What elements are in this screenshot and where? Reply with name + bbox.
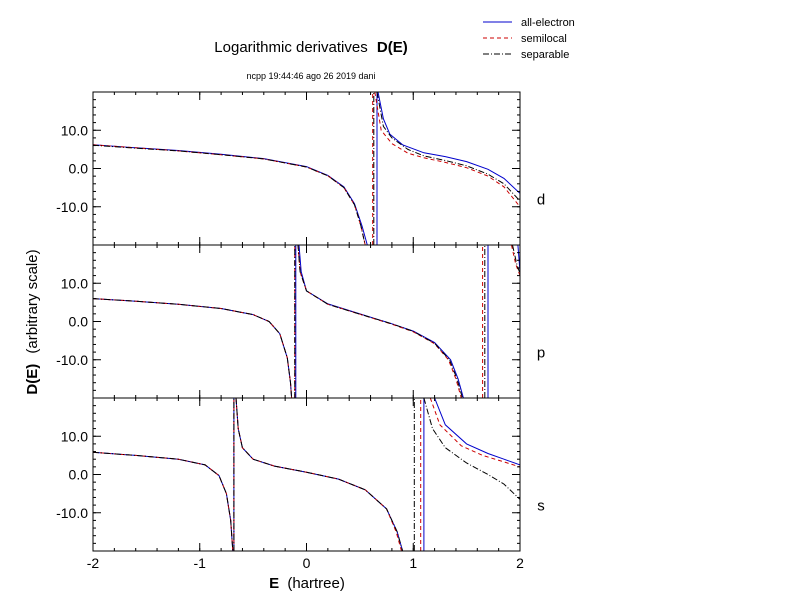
line-p-all-electron-branch-2 [298,245,464,398]
line-d-separable-branch-2 [376,92,520,202]
y-axis-label: D(E) (arbitrary scale) [24,249,41,394]
y-axis-label-bold: D(E) [24,364,41,395]
line-d-semilocal-branch-0 [93,144,366,245]
series-s-semilocal [93,398,520,551]
line-d-semilocal-branch-2 [374,92,520,208]
series-s-all-electron [93,398,520,551]
series-p-separable [93,245,520,398]
line-d-all-electron-branch-0 [93,144,368,245]
line-s-separable-branch-4 [423,398,520,500]
x-tick-label: -2 [87,555,100,571]
series-s-separable [93,398,520,551]
chart-title: Logarithmic derivatives D(E) [214,39,407,56]
legend-label-semilocal: semilocal [521,33,567,45]
x-tick-label: 1 [409,555,417,571]
line-s-semilocal-branch-4 [429,398,520,468]
panel-s-frame [92,397,521,552]
y-tick-label-d: 0.0 [69,161,89,177]
x-tick-label: -1 [194,555,207,571]
y-tick-label-s: 10.0 [61,428,88,444]
panel-label-p: p [537,345,545,362]
y-tick-label-p: -10.0 [56,352,88,368]
panel-label-d: d [537,192,545,209]
line-p-separable-branch-0 [93,298,293,398]
panel-d-plot-area [93,92,520,245]
line-s-all-electron-branch-0 [93,451,234,551]
line-s-all-electron-branch-4 [434,398,520,466]
line-p-semilocal-branch-2 [297,245,462,398]
line-d-all-electron-branch-2 [377,92,520,194]
line-p-separable-branch-2 [297,245,463,398]
y-tick-label-s: 0.0 [69,467,89,483]
y-tick-label-s: -10.0 [56,505,88,521]
y-tick-label-d: 10.0 [61,122,88,138]
line-d-separable-branch-0 [93,144,366,245]
legend: all-electron semilocal separable [483,17,575,61]
y-axis-label-rest: (arbitrary scale) [24,249,41,353]
x-axis-label-rest: (hartree) [287,575,345,592]
legend-label-separable: separable [521,49,569,61]
x-axis-label: E (hartree) [269,575,345,592]
series-d-separable [93,92,520,245]
chart-subtitle: ncpp 19:44:46 ago 26 2019 dani [246,71,375,81]
line-s-separable-branch-2 [235,398,404,551]
y-tick-label-p: 0.0 [69,314,89,330]
series-d-all-electron [93,92,520,245]
x-tick-label: 0 [303,555,311,571]
y-tick-label-p: 10.0 [61,275,88,291]
panel-s [93,398,520,551]
y-tick-label-d: -10.0 [56,199,88,215]
panel-d-frame [92,91,521,246]
line-s-semilocal-branch-0 [93,451,234,551]
line-p-separable-branch-4 [512,245,520,274]
panel-d [93,92,520,245]
x-axis-label-bold: E [269,575,279,592]
series-d-semilocal [93,92,520,245]
panel-s-plot-area [93,398,520,551]
legend-label-all-electron: all-electron [521,17,575,29]
line-s-separable-branch-0 [93,451,234,551]
line-p-all-electron-branch-0 [93,298,293,398]
panel-label-s: s [537,498,545,515]
chart-title-bold: D(E) [377,39,408,56]
axes-layer: 10.0 0.0 -10.0 d 10.0 0.0 -10.0 p 10.0 0.0 -10.0 s -… [56,91,545,571]
panel-p-plot-area [93,245,520,398]
chart-title-main: Logarithmic derivatives [214,39,367,56]
panel-p [93,245,520,398]
line-p-semilocal-branch-0 [93,298,293,398]
x-tick-label: 2 [516,555,524,571]
